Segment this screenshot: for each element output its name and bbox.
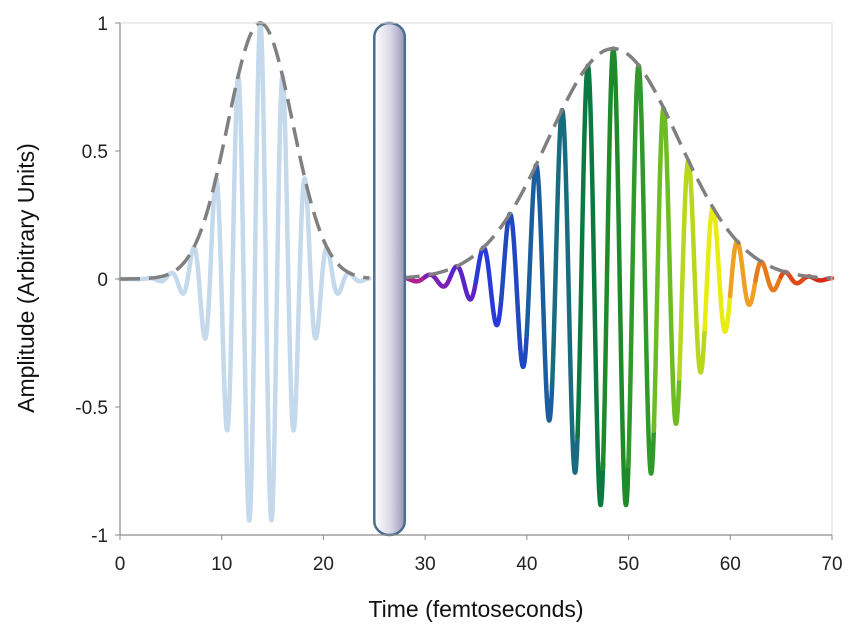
output-pulse-segment bbox=[727, 239, 758, 308]
y-tick-label: -1 bbox=[91, 526, 108, 547]
axes bbox=[115, 22, 833, 540]
y-tick-label: 0.5 bbox=[82, 142, 108, 163]
output-envelope-line bbox=[399, 46, 833, 280]
output-pulse-segment bbox=[524, 162, 555, 423]
output-pulse-segment bbox=[575, 63, 606, 508]
x-tick-label: 30 bbox=[415, 554, 436, 575]
tick-labels: 0 10 20 30 40 50 60 70 1 0.5 0 -0.5 -1 bbox=[75, 14, 842, 575]
x-tick-label: 40 bbox=[516, 554, 537, 575]
output-pulse-segment bbox=[753, 259, 784, 293]
output-pulse-segment bbox=[676, 158, 708, 381]
x-tick-label: 10 bbox=[211, 554, 232, 575]
y-tick-label: 0 bbox=[97, 270, 108, 291]
x-tick-label: 20 bbox=[313, 554, 334, 575]
output-pulse-segment bbox=[549, 107, 580, 475]
y-tick-label: 1 bbox=[97, 14, 108, 35]
plot-area bbox=[117, 20, 835, 537]
x-tick-label: 0 bbox=[115, 554, 126, 575]
y-tick-label: -0.5 bbox=[75, 398, 108, 419]
input-pulse-line bbox=[117, 20, 372, 523]
x-axis-title: Time (femtoseconds) bbox=[368, 596, 583, 622]
output-pulse-segment bbox=[626, 63, 657, 476]
input-envelope-line bbox=[119, 21, 370, 281]
x-tick-label: 50 bbox=[618, 554, 639, 575]
output-pulse-segment bbox=[473, 245, 504, 328]
dispersive-element bbox=[373, 21, 407, 537]
output-pulse-segment bbox=[600, 46, 631, 508]
output-pulse-segment bbox=[448, 264, 479, 302]
x-tick-label: 70 bbox=[821, 554, 842, 575]
x-tick-label: 60 bbox=[720, 554, 741, 575]
output-pulse-segment bbox=[651, 105, 682, 434]
output-pulse-segment bbox=[778, 269, 809, 286]
output-pulse-segment bbox=[702, 205, 733, 334]
y-axis-title: Amplitude (Arbitrary Units) bbox=[13, 143, 39, 413]
output-pulse-segment bbox=[498, 211, 530, 370]
